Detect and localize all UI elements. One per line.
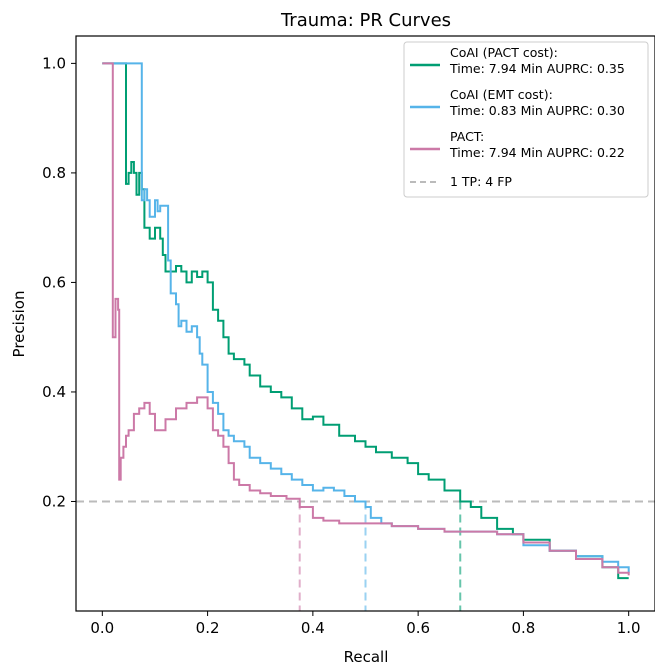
series-line-0	[102, 62, 629, 580]
series-line-2	[102, 62, 630, 576]
x-tick-label: 0.2	[196, 619, 220, 637]
y-axis: 0.2 0.4 0.6 0.8 1.0	[42, 54, 76, 510]
y-tick-label: 0.2	[42, 492, 66, 510]
y-tick-label: 0.4	[42, 383, 66, 401]
x-tick-label: 0.6	[406, 619, 430, 637]
x-axis: 0.0 0.2 0.4 0.6 0.8 1.0	[90, 611, 641, 637]
legend-sublabel-2: Time: 7.94 Min AUPRC: 0.22	[449, 145, 625, 160]
plot-area	[76, 62, 655, 611]
legend-label-2: PACT:	[450, 129, 484, 144]
legend-sublabel-0: Time: 7.94 Min AUPRC: 0.35	[449, 61, 625, 76]
x-axis-label: Recall	[344, 648, 389, 666]
x-tick-label: 0.8	[511, 619, 535, 637]
y-tick-label: 1.0	[42, 54, 66, 72]
legend-label-reference: 1 TP: 4 FP	[450, 174, 512, 189]
y-tick-label: 0.6	[42, 273, 66, 291]
legend-sublabel-1: Time: 0.83 Min AUPRC: 0.30	[449, 103, 625, 118]
plot-frame	[75, 35, 655, 612]
legend-box	[403, 41, 649, 198]
x-tick-label: 1.0	[617, 619, 641, 637]
legend-label-1: CoAI (EMT cost):	[450, 87, 553, 102]
legend-label-0: CoAI (PACT cost):	[450, 45, 558, 60]
legend: CoAI (PACT cost):Time: 7.94 Min AUPRC: 0…	[403, 41, 649, 198]
x-tick-label: 0.4	[301, 619, 325, 637]
y-axis-label: Precision	[10, 291, 28, 358]
x-tick-label: 0.0	[90, 619, 114, 637]
chart-title: Trauma: PR Curves	[280, 10, 451, 31]
y-tick-label: 0.8	[42, 164, 66, 182]
